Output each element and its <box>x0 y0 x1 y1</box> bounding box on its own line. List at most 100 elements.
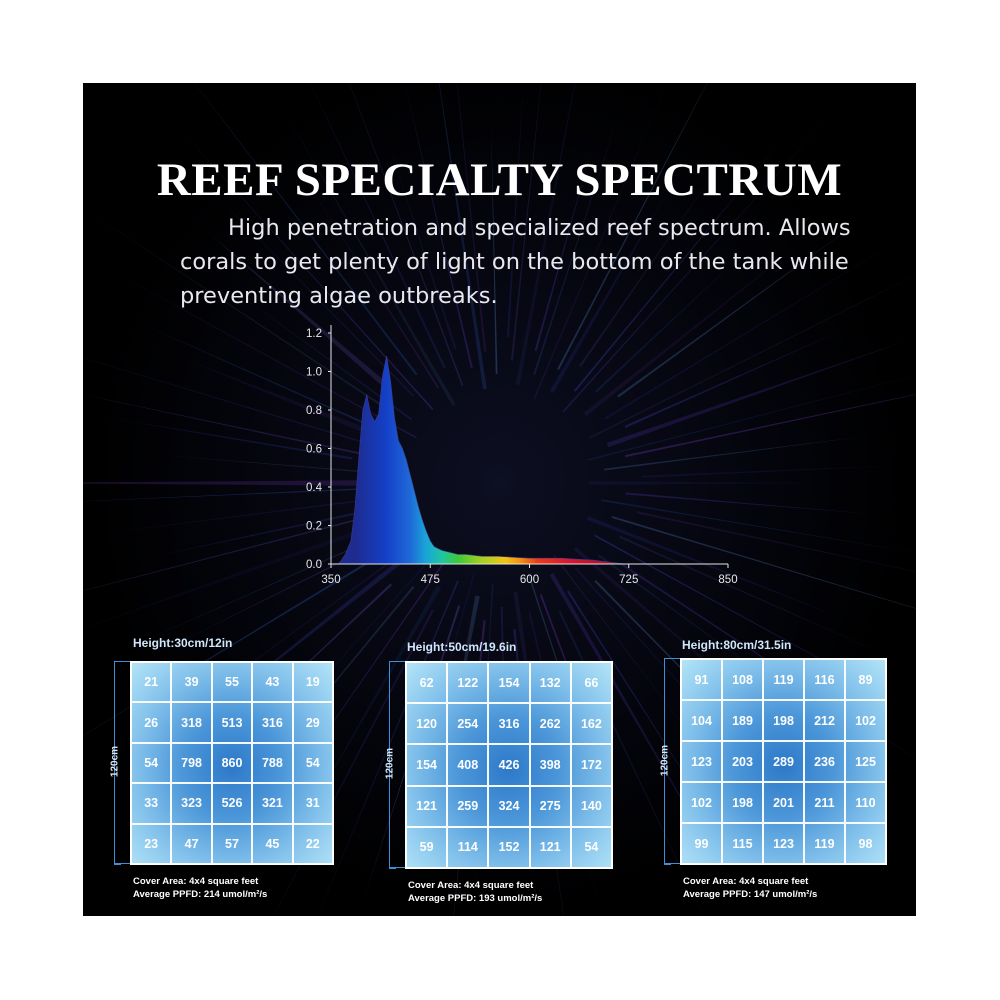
light-ray <box>83 480 365 486</box>
light-ray <box>83 523 378 629</box>
light-ray <box>349 83 464 386</box>
coverage-info: Cover Area: 4x4 square feet Average PPFD:… <box>408 879 542 905</box>
coverage-info: Cover Area: 4x4 square feet Average PPFD:… <box>683 875 817 901</box>
ppfd-cell: 116 <box>804 659 845 700</box>
ppfd-cell: 426 <box>488 744 530 786</box>
ppfd-cell: 120 <box>406 703 448 745</box>
light-ray <box>83 394 376 458</box>
ppfd-cell: 119 <box>804 823 845 864</box>
ppfd-cell: 54 <box>131 742 172 784</box>
light-ray <box>549 184 672 394</box>
light-ray <box>617 222 858 398</box>
cover-area-text: Cover Area: 4x4 square feet <box>133 876 259 887</box>
ppfd-cell: 154 <box>488 662 530 704</box>
ppfd-cell: 788 <box>252 742 293 784</box>
ppfd-cell: 201 <box>763 782 804 823</box>
light-ray <box>139 323 393 437</box>
ppfd-cell: 47 <box>171 823 212 864</box>
light-ray <box>636 511 916 572</box>
ppfd-cell: 115 <box>722 823 763 864</box>
cover-area-text: Cover Area: 4x4 square feet <box>683 876 809 887</box>
cover-area-text: Cover Area: 4x4 square feet <box>408 880 534 891</box>
ppfd-cell: 140 <box>570 785 612 827</box>
ppfd-cell: 54 <box>292 742 333 784</box>
y-tick-label: 0.2 <box>306 521 322 533</box>
light-ray <box>191 170 415 397</box>
page-subtitle: High penetration and specialized reef sp… <box>180 215 851 309</box>
light-ray <box>207 231 392 391</box>
x-tick-label: 475 <box>421 574 440 586</box>
light-ray <box>583 240 805 417</box>
light-ray <box>83 486 402 502</box>
ppfd-cell: 91 <box>681 659 722 700</box>
light-ray <box>611 516 916 609</box>
y-tick-label: 0.0 <box>306 559 322 571</box>
ppfd-cell: 21 <box>131 662 172 703</box>
light-ray <box>506 83 524 338</box>
ppfd-grid: 62 122 154 132 66 120 254 316 262 162 154 408 426 398… <box>405 661 613 869</box>
ppfd-cell: 211 <box>804 782 845 823</box>
light-ray <box>309 585 442 813</box>
light-ray <box>624 327 848 428</box>
light-ray <box>604 229 916 420</box>
light-ray <box>533 96 625 375</box>
ppfd-cell: 121 <box>406 785 448 827</box>
ppfd-cell: 99 <box>681 823 722 864</box>
ppfd-cell: 398 <box>529 744 571 786</box>
light-ray <box>83 508 396 591</box>
x-tick-label: 600 <box>520 574 539 586</box>
ppfd-cell: 33 <box>131 783 172 824</box>
light-ray <box>515 83 576 386</box>
ppfd-cell: 62 <box>406 662 448 704</box>
ppfd-cell: 55 <box>211 662 253 703</box>
light-ray <box>534 142 594 352</box>
x-tick-label: 725 <box>619 574 638 586</box>
y-tick-label: 1.0 <box>306 367 322 379</box>
y-tick-label: 0.4 <box>306 482 323 494</box>
ppfd-cell: 162 <box>570 703 612 745</box>
ppfd-cell: 132 <box>529 662 571 704</box>
ppfd-cell: 154 <box>406 744 448 786</box>
dimension-bracket <box>389 661 396 869</box>
light-ray <box>152 454 388 475</box>
ppfd-cell: 236 <box>804 741 845 782</box>
ppfd-cell: 39 <box>171 662 212 703</box>
light-ray <box>553 554 717 769</box>
ppfd-cell: 108 <box>722 659 763 700</box>
ppfd-cell: 26 <box>131 702 172 743</box>
light-ray <box>491 122 498 375</box>
ppfd-cell: 254 <box>447 703 489 745</box>
ppfd-cell: 408 <box>447 744 489 786</box>
ppfd-cell: 324 <box>488 785 530 827</box>
ppfd-cell: 275 <box>529 785 571 827</box>
light-ray <box>103 416 353 460</box>
ppfd-cell: 31 <box>292 783 333 824</box>
ppfd-cell: 123 <box>763 823 804 864</box>
light-ray <box>625 492 881 515</box>
spectrum-panel: REEF SPECIALTY SPECTRUM High penetration… <box>83 83 916 916</box>
light-ray <box>619 535 890 658</box>
ppfd-cell: 526 <box>211 783 253 824</box>
dimension-label: 120cm <box>659 744 671 776</box>
x-tick-label: 350 <box>321 574 340 586</box>
light-ray <box>641 464 916 478</box>
light-ray <box>83 207 391 412</box>
ppfd-cell: 172 <box>570 744 612 786</box>
y-tick-label: 0.6 <box>306 444 322 456</box>
dimension-label: 120cm <box>384 747 396 780</box>
ppfd-grid: 91 108 119 116 89 104 189 198 212 102 123 203 289 236… <box>680 658 887 865</box>
height-label: Height:50cm/19.6in <box>407 640 517 654</box>
ppfd-cell: 29 <box>292 702 333 743</box>
light-ray <box>606 339 910 448</box>
light-ray <box>194 83 418 376</box>
ppfd-cell: 316 <box>252 702 293 743</box>
light-ray <box>182 358 370 435</box>
ppfd-cell: 123 <box>681 741 722 782</box>
ppfd-cell: 259 <box>447 785 489 827</box>
ppfd-cell: 54 <box>570 826 612 868</box>
average-ppfd-text: Average PPFD: 214 umol/m²/s <box>133 889 268 900</box>
ppfd-cell: 98 <box>845 823 886 864</box>
ppfd-cell: 860 <box>211 742 253 784</box>
ppfd-cell: 289 <box>763 741 804 782</box>
light-ray <box>533 83 667 400</box>
